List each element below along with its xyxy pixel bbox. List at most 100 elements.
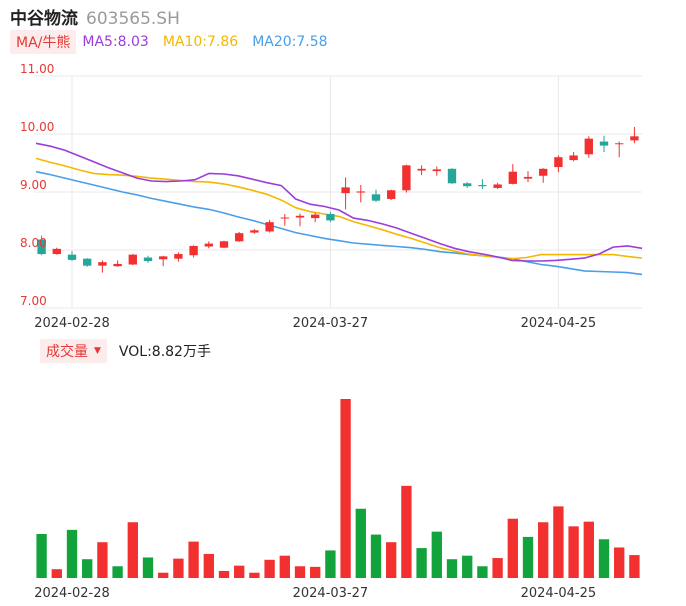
volume-bar: [507, 518, 518, 578]
candle: [417, 165, 426, 176]
candle: [356, 185, 365, 203]
candle-body: [235, 233, 244, 242]
candle-body: [615, 143, 624, 145]
price-date-label: 2024-02-28: [34, 316, 110, 331]
chart-header: 中谷物流 603565.SH: [10, 4, 180, 29]
volume-bar: [614, 547, 625, 578]
candle-body: [250, 230, 259, 233]
candle-body: [128, 254, 137, 265]
volume-bar: [583, 521, 594, 578]
candle: [630, 127, 639, 144]
volume-bar: [249, 572, 260, 578]
candle-body: [402, 165, 411, 191]
candle: [463, 182, 472, 188]
volume-bar: [310, 566, 321, 578]
candle-body: [37, 239, 46, 255]
candle: [478, 179, 487, 190]
candle: [295, 213, 305, 227]
volume-bar: [446, 559, 458, 578]
volume-bar: [127, 522, 138, 578]
candle-body: [159, 256, 168, 260]
volume-type-label: 成交量: [46, 344, 88, 360]
volume-bar: [386, 542, 397, 578]
candle: [143, 255, 153, 263]
candle: [341, 177, 350, 210]
ma20-legend: MA20:7.58: [252, 34, 328, 50]
price-tick-label: 7.00: [20, 294, 47, 308]
candle: [83, 258, 92, 267]
ma-legend: MA/牛熊 MA5:8.03 MA10:7.86 MA20:7.58: [10, 30, 342, 54]
volume-type-selector[interactable]: 成交量 ▼: [40, 339, 107, 363]
volume-bar: [264, 559, 275, 578]
candle: [128, 254, 137, 266]
candle: [311, 212, 320, 223]
volume-bar: [416, 548, 427, 578]
volume-bar: [355, 508, 366, 578]
candle-body: [265, 222, 274, 232]
candle: [235, 232, 244, 242]
price-grid: [34, 75, 642, 309]
candle: [113, 260, 122, 267]
candle: [204, 241, 213, 249]
stock-name: 中谷物流: [10, 9, 78, 29]
volume-date-axis: 2024-02-28 2024-03-27 2024-04-25: [34, 586, 596, 601]
candle-body: [219, 241, 229, 248]
volume-bar: [340, 399, 351, 578]
ma20-line: [35, 170, 643, 276]
candle: [447, 168, 457, 184]
price-date-label: 2024-04-25: [521, 316, 597, 331]
candle-body: [204, 243, 213, 247]
candlestick-series: [37, 127, 639, 273]
volume-bar: [82, 559, 93, 578]
price-tick-label: 8.00: [20, 236, 47, 250]
volume-bar: [188, 541, 199, 578]
candle-body: [447, 168, 457, 184]
candle-body: [280, 217, 289, 219]
candle: [37, 235, 46, 256]
candle-body: [554, 157, 563, 168]
caret-down-icon: ▼: [94, 346, 101, 356]
volume-bar: [203, 553, 214, 578]
candle: [402, 164, 411, 193]
volume-bar: [36, 533, 47, 578]
candle: [189, 245, 198, 258]
candle: [98, 260, 107, 273]
candle-body: [98, 262, 107, 266]
candle: [599, 135, 609, 152]
candle: [265, 219, 274, 233]
candle: [584, 136, 593, 158]
price-tick-label: 10.00: [20, 120, 54, 134]
candle-body: [523, 176, 533, 179]
candle-body: [52, 248, 61, 255]
candle-body: [599, 141, 609, 146]
price-date-axis: 2024-02-28 2024-03-27 2024-04-25: [34, 316, 596, 331]
candle-body: [387, 190, 396, 199]
volume-date-label: 2024-02-28: [34, 586, 110, 601]
volume-bar: [51, 569, 62, 578]
ma-lines: [35, 142, 643, 276]
candle: [508, 164, 517, 185]
candle-body: [493, 184, 502, 188]
candle: [523, 171, 533, 183]
candle-body: [584, 138, 593, 155]
ma10-legend: MA10:7.86: [162, 34, 239, 50]
volume-bar: [234, 565, 245, 578]
candle: [159, 255, 168, 267]
price-axis: 7.00 8.00 9.00 10.00 11.00: [20, 62, 54, 308]
volume-bar: [66, 529, 78, 578]
volume-bar: [401, 485, 412, 578]
volume-bar: [325, 550, 336, 578]
ma5-line: [35, 142, 643, 262]
candle: [371, 189, 381, 202]
volume-bar: [492, 558, 503, 578]
candle: [432, 166, 441, 176]
candle-body: [356, 191, 365, 193]
candle: [554, 155, 563, 173]
candle: [387, 189, 396, 201]
volume-bar: [431, 531, 442, 578]
candle: [219, 240, 229, 249]
volume-bar: [279, 555, 290, 578]
ma-type-selector[interactable]: MA/牛熊: [10, 30, 77, 54]
candle: [326, 211, 335, 223]
